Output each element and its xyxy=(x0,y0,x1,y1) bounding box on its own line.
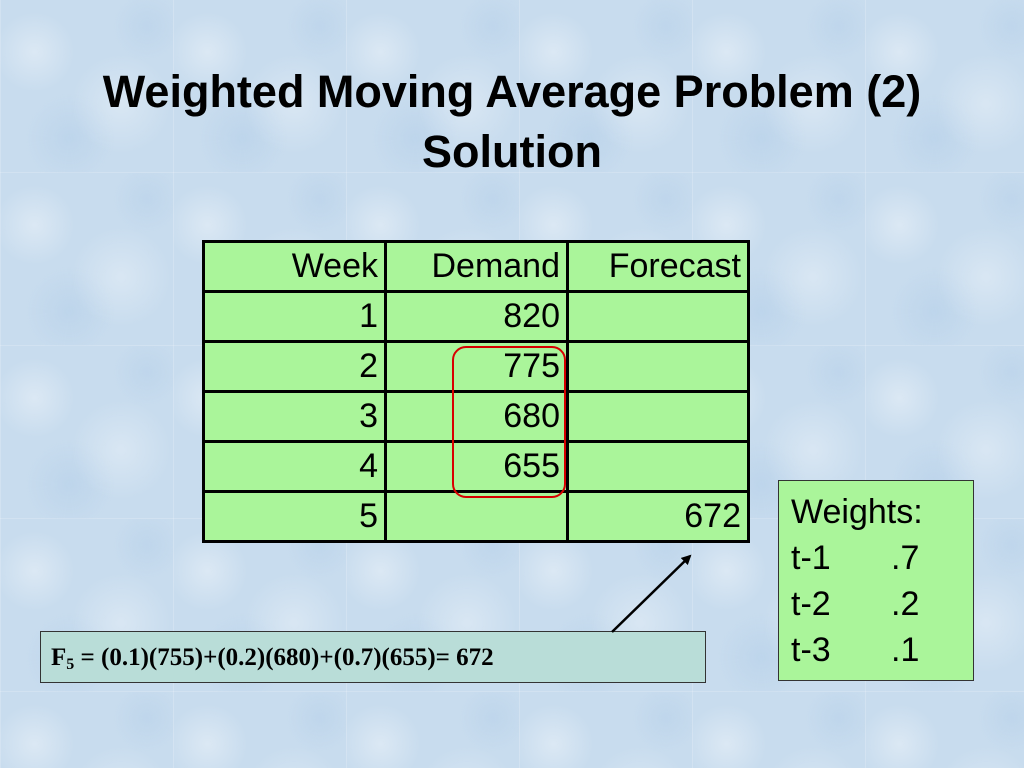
formula-subscript: 5 xyxy=(66,656,75,673)
weight-value: .7 xyxy=(891,539,920,577)
weight-lag: t-2 xyxy=(791,585,831,623)
table-row: 2 775 xyxy=(202,340,750,393)
cell-week: 5 xyxy=(202,490,387,543)
title-line-2: Solution xyxy=(422,126,602,177)
cell-week: 3 xyxy=(202,390,387,443)
formula-box: F5 = (0.1)(755)+(0.2)(680)+(0.7)(655)= 6… xyxy=(40,631,706,683)
weights-row: t-2 .2 xyxy=(791,581,973,627)
header-forecast: Forecast xyxy=(566,240,750,293)
cell-demand: 775 xyxy=(384,340,569,393)
table-row: 5 672 xyxy=(202,490,750,543)
weight-value: .2 xyxy=(891,585,920,623)
cell-demand: 655 xyxy=(384,440,569,493)
table-row: 4 655 xyxy=(202,440,750,493)
cell-week: 1 xyxy=(202,290,387,343)
demand-highlight-outline xyxy=(452,346,566,498)
weight-lag: t-3 xyxy=(791,631,831,669)
title-line-1: Weighted Moving Average Problem (2) xyxy=(102,66,922,117)
cell-demand xyxy=(384,490,569,543)
cell-demand: 820 xyxy=(384,290,569,343)
cell-forecast: 672 xyxy=(566,490,750,543)
table-header-row: Week Demand Forecast xyxy=(202,240,750,293)
header-demand: Demand xyxy=(384,240,569,293)
formula-rhs: = (0.1)(755)+(0.2)(680)+(0.7)(655)= 672 xyxy=(74,644,494,671)
cell-forecast xyxy=(566,290,750,343)
demand-forecast-table: Week Demand Forecast 1 820 2 775 3 680 4… xyxy=(202,240,750,543)
cell-week: 4 xyxy=(202,440,387,493)
cell-forecast xyxy=(566,340,750,393)
cell-week: 2 xyxy=(202,340,387,393)
weight-value: .1 xyxy=(891,631,920,669)
formula-lhs: F xyxy=(51,644,67,671)
header-week: Week xyxy=(202,240,387,293)
weight-lag: t-1 xyxy=(791,539,831,577)
slide-title: Weighted Moving Average Problem (2) Solu… xyxy=(0,62,1024,182)
cell-demand: 680 xyxy=(384,390,569,443)
weights-row: t-1 .7 xyxy=(791,535,973,581)
table-row: 3 680 xyxy=(202,390,750,443)
table-row: 1 820 xyxy=(202,290,750,343)
weights-box: Weights: t-1 .7 t-2 .2 t-3 .1 xyxy=(778,480,974,681)
weights-row: t-3 .1 xyxy=(791,627,973,673)
cell-forecast xyxy=(566,440,750,493)
arrow-line xyxy=(611,554,692,633)
weights-heading: Weights: xyxy=(791,493,923,531)
cell-forecast xyxy=(566,390,750,443)
